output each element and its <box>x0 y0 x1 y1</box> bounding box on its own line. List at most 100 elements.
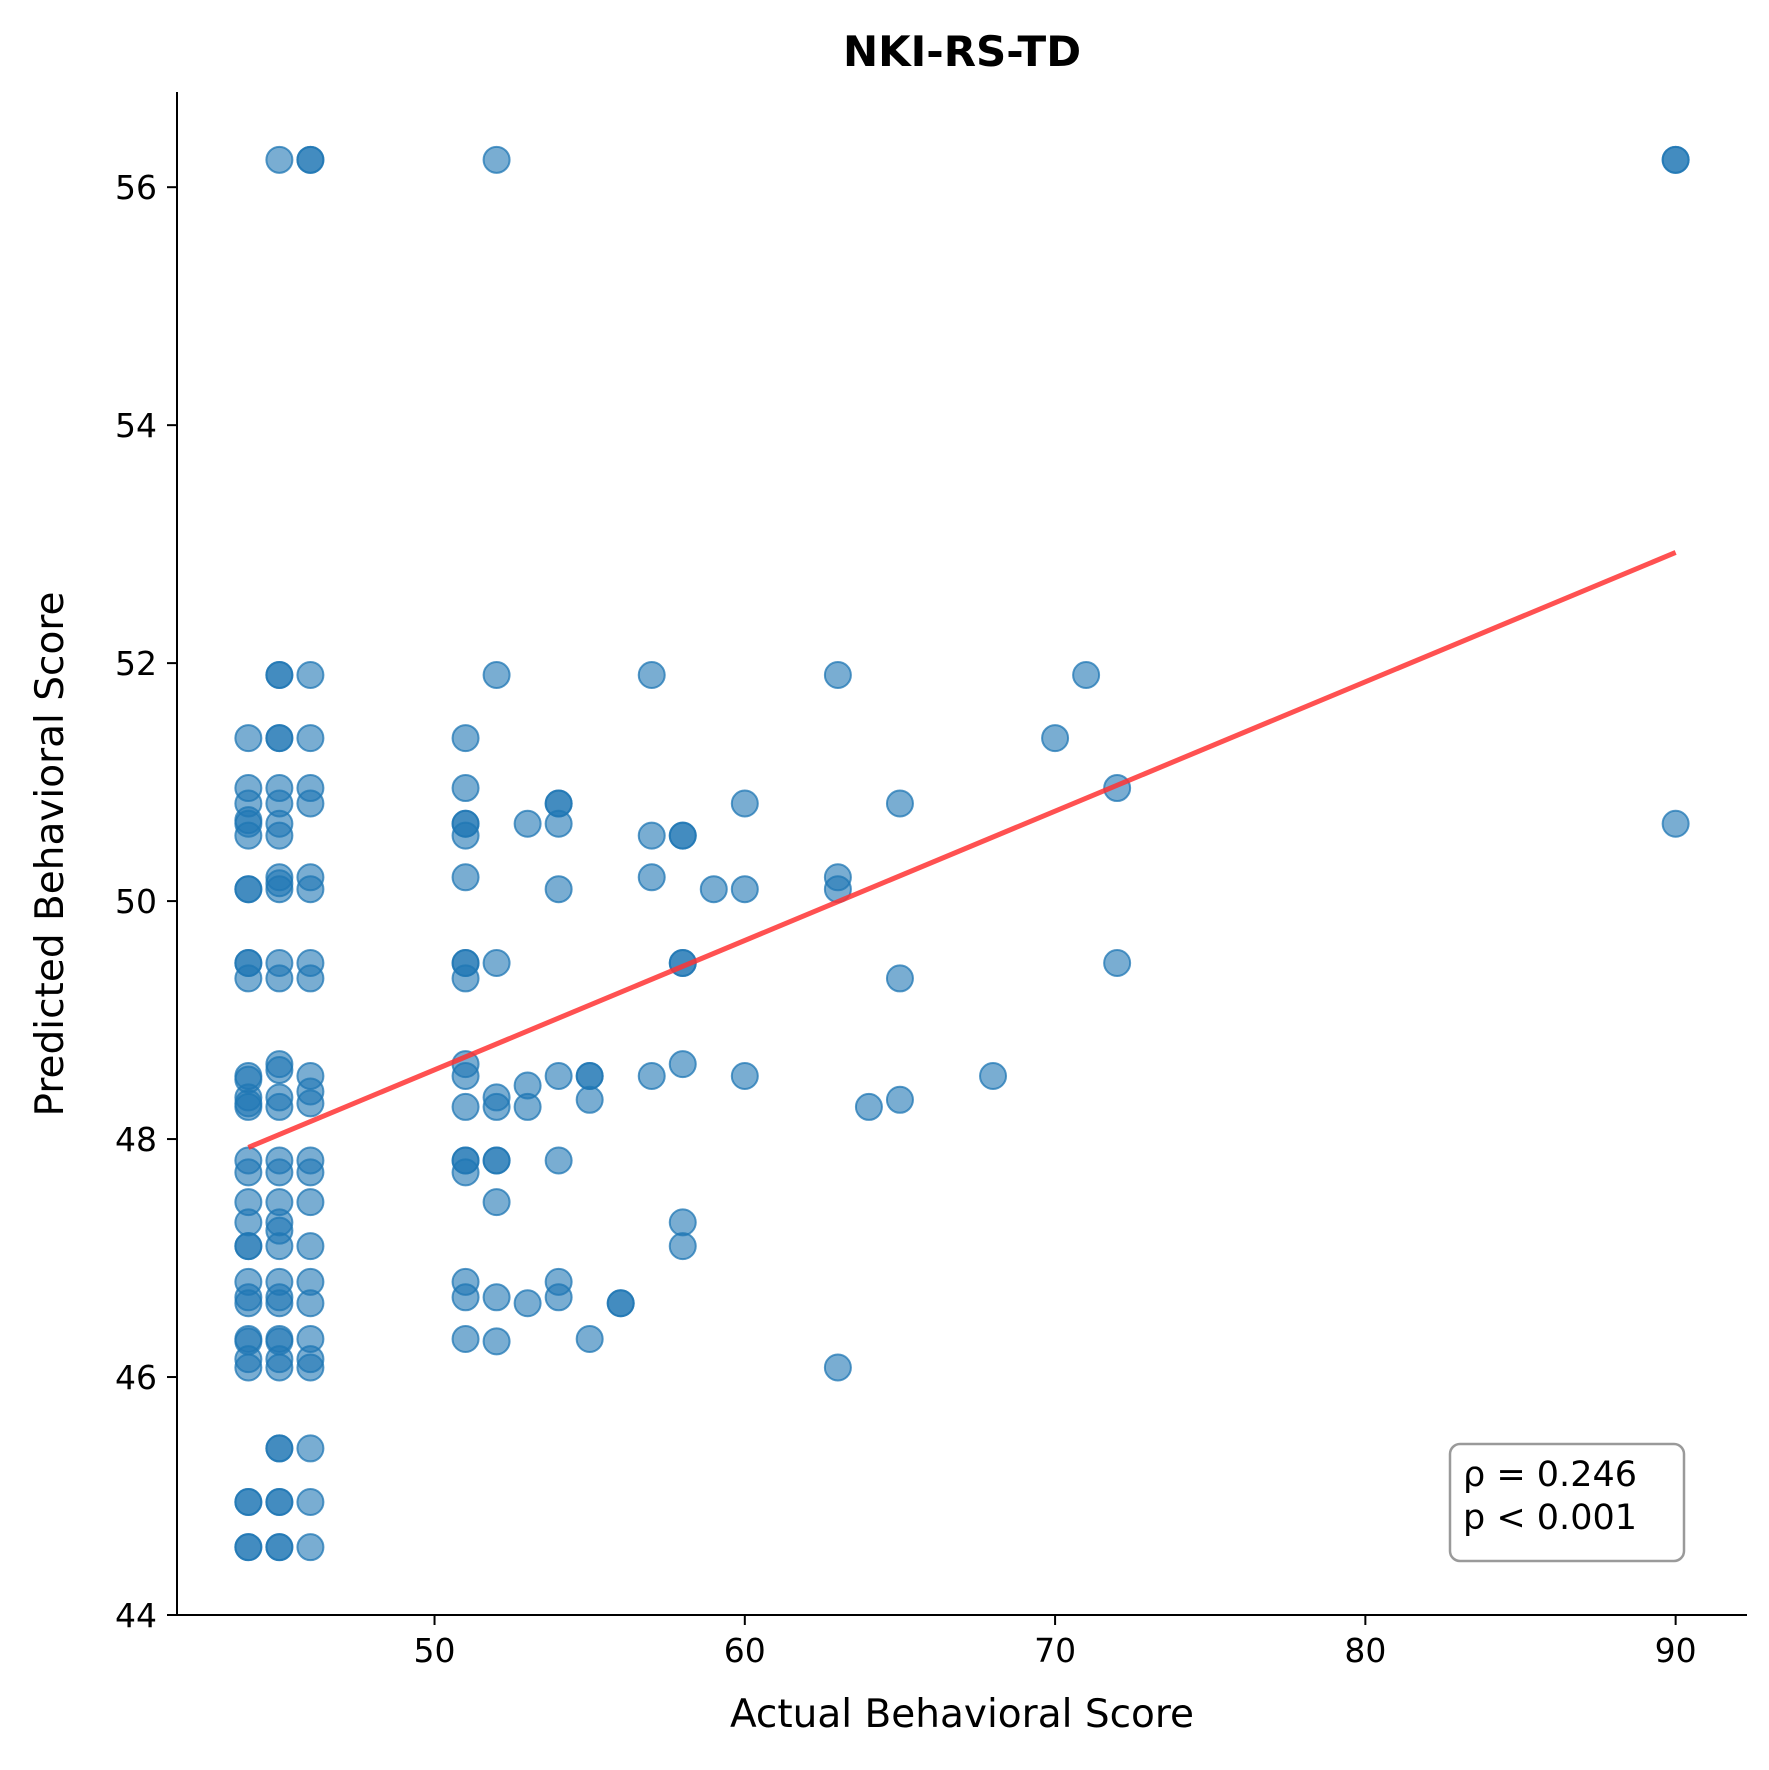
data-point <box>234 1353 263 1382</box>
y-tick-label: 56 <box>115 168 157 207</box>
data-point <box>668 1050 697 1079</box>
data-point <box>296 875 325 904</box>
data-point <box>234 1289 263 1318</box>
data-point <box>482 1146 511 1175</box>
stats-p-value: p < 0.001 <box>1463 1498 1637 1538</box>
regression-line <box>247 550 1677 1150</box>
x-tick-label: 90 <box>1655 1631 1697 1670</box>
data-point <box>513 809 542 838</box>
data-point <box>482 948 511 977</box>
data-point <box>451 1092 480 1121</box>
data-point <box>296 1353 325 1382</box>
data-point <box>482 661 511 690</box>
data-point <box>885 964 914 993</box>
data-point <box>1041 724 1070 753</box>
y-axis-label: Predicted Behavioral Score <box>28 591 73 1116</box>
data-point <box>979 1062 1008 1091</box>
data-point <box>265 1434 294 1463</box>
data-point <box>296 1533 325 1562</box>
data-point <box>730 1062 759 1091</box>
data-point <box>637 661 666 690</box>
data-point <box>854 1092 883 1121</box>
data-point <box>296 1188 325 1217</box>
data-point <box>265 1353 294 1382</box>
data-point <box>544 1146 573 1175</box>
data-point <box>234 821 263 850</box>
data-point <box>451 964 480 993</box>
data-point <box>265 1533 294 1562</box>
data-point <box>234 1232 263 1261</box>
data-point <box>265 1289 294 1318</box>
y-tick-label: 54 <box>115 406 157 445</box>
data-point <box>451 1062 480 1091</box>
data-point <box>482 1188 511 1217</box>
data-point <box>234 1208 263 1237</box>
points-layer <box>234 145 1690 1562</box>
x-tick-label: 80 <box>1344 1631 1386 1670</box>
x-tick-label: 70 <box>1034 1631 1076 1670</box>
data-point <box>296 1089 325 1118</box>
data-point <box>730 789 759 818</box>
data-point <box>575 1085 604 1114</box>
data-point <box>451 1158 480 1187</box>
data-point <box>265 964 294 993</box>
data-point <box>451 774 480 803</box>
data-point <box>451 1283 480 1312</box>
data-point <box>730 875 759 904</box>
x-tick-label: 60 <box>724 1631 766 1670</box>
data-point <box>296 964 325 993</box>
data-point <box>482 1092 511 1121</box>
data-point <box>575 1062 604 1091</box>
data-point <box>513 1289 542 1318</box>
data-point <box>451 863 480 892</box>
data-point <box>265 1232 294 1261</box>
data-point <box>451 1324 480 1353</box>
y-ticks: 44 46 48 50 52 54 56 <box>115 168 177 1635</box>
data-point <box>637 1062 666 1091</box>
data-point <box>296 724 325 753</box>
data-point <box>544 875 573 904</box>
data-point <box>544 809 573 838</box>
data-point <box>265 724 294 753</box>
data-point <box>885 1085 914 1114</box>
data-point <box>265 1056 294 1085</box>
data-point <box>234 1158 263 1187</box>
data-point <box>513 1092 542 1121</box>
data-point <box>265 661 294 690</box>
data-point <box>265 1487 294 1516</box>
data-point <box>668 1232 697 1261</box>
data-point <box>296 789 325 818</box>
data-point <box>482 1283 511 1312</box>
data-point <box>637 863 666 892</box>
stats-box-frame <box>1448 1442 1686 1563</box>
y-tick-label: 52 <box>115 644 157 683</box>
data-point <box>482 145 511 174</box>
data-point <box>234 1487 263 1516</box>
data-point <box>544 1062 573 1091</box>
data-point <box>544 1283 573 1312</box>
data-point <box>823 661 852 690</box>
data-point <box>265 869 294 898</box>
data-point <box>296 1434 325 1463</box>
data-point <box>234 1092 263 1121</box>
data-point <box>885 789 914 818</box>
y-tick-label: 44 <box>115 1596 157 1635</box>
y-tick-label: 50 <box>115 882 157 921</box>
data-point <box>451 821 480 850</box>
data-point <box>234 724 263 753</box>
data-point <box>1103 948 1132 977</box>
data-point <box>668 821 697 850</box>
chart-title: NKI-RS-TD <box>843 27 1081 76</box>
x-ticks: 50 60 70 80 90 <box>414 1615 1697 1670</box>
data-point <box>234 1533 263 1562</box>
data-point <box>265 1158 294 1187</box>
data-point <box>296 1289 325 1318</box>
data-point <box>1661 145 1690 174</box>
data-point <box>234 964 263 993</box>
data-point <box>637 821 666 850</box>
data-point <box>575 1324 604 1353</box>
data-point <box>451 724 480 753</box>
data-point <box>1661 809 1690 838</box>
data-point <box>1072 661 1101 690</box>
stats-box: ρ = 0.246 p < 0.001 <box>1448 1442 1686 1563</box>
